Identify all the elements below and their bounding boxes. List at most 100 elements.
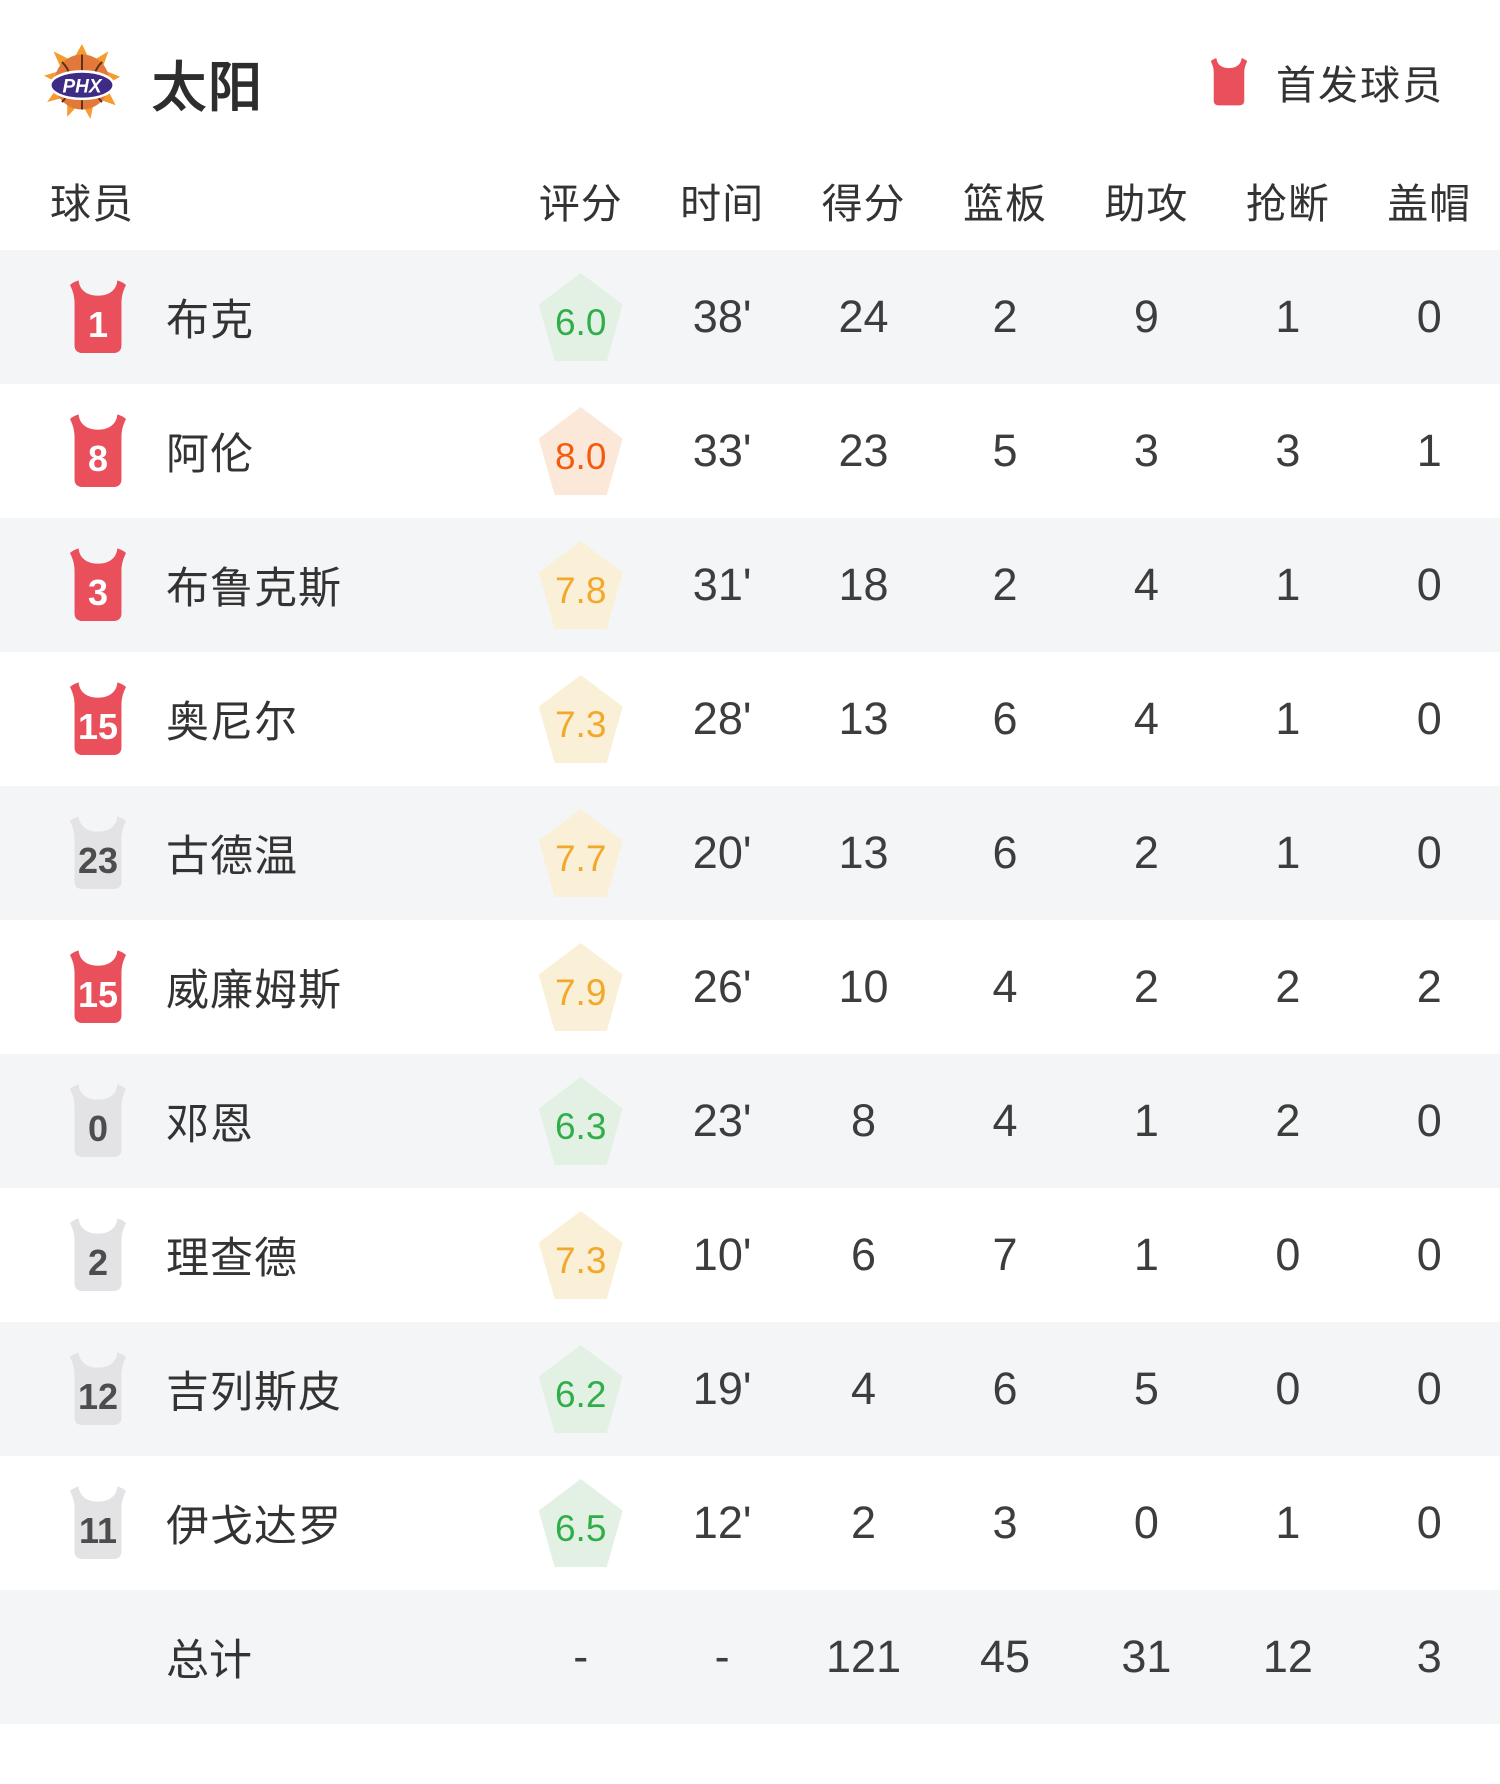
jersey-icon: 12 (70, 1352, 126, 1425)
player-cell: 2 理查德 (0, 1215, 510, 1295)
stat-assists: 1 (1133, 1095, 1159, 1146)
player-name: 吉列斯皮 (166, 1369, 342, 1417)
rating-badge: 6.0 (538, 273, 623, 361)
column-header-time: 时间 (680, 181, 765, 227)
stat-assists: 5 (1133, 1363, 1159, 1414)
stat-blocks: 0 (1416, 559, 1442, 610)
player-row[interactable]: 1 布克 6.0 38' 24 2 9 1 0 (0, 250, 1500, 384)
table-header-row: 球员 评分 时间 得分 篮板 助攻 抢断 盖帽 (0, 150, 1500, 250)
player-cell: 15 威廉姆斯 (0, 947, 510, 1027)
stat-steals: 1 (1275, 559, 1301, 610)
jersey-number: 12 (78, 1376, 118, 1417)
player-row[interactable]: 8 阿伦 8.0 33' 23 5 3 3 1 (0, 384, 1500, 518)
stat-steals: 1 (1275, 827, 1301, 878)
jersey-number: 8 (88, 438, 108, 479)
total-rebounds: 45 (979, 1631, 1031, 1682)
player-row[interactable]: 12 吉列斯皮 6.2 19' 4 6 5 0 0 (0, 1322, 1500, 1456)
stat-assists: 2 (1133, 961, 1159, 1012)
column-header-assists: 助攻 (1104, 181, 1189, 227)
player-row[interactable]: 0 邓恩 6.3 23' 8 4 1 2 0 (0, 1054, 1500, 1188)
stat-assists: 2 (1133, 827, 1159, 878)
stat-blocks: 0 (1416, 1229, 1442, 1280)
stat-points: 13 (838, 693, 889, 744)
stat-points: 2 (851, 1497, 877, 1548)
player-cell: 15 奥尼尔 (0, 679, 510, 759)
jersey-number: 11 (79, 1510, 117, 1551)
rating-cell: 7.8 (510, 541, 651, 629)
player-row[interactable]: 2 理查德 7.3 10' 6 7 1 0 0 (0, 1188, 1500, 1322)
stat-blocks: 0 (1416, 827, 1442, 878)
jersey-number: 3 (88, 572, 108, 613)
player-row[interactable]: 3 布鲁克斯 7.8 31' 18 2 4 1 0 (0, 518, 1500, 652)
stat-steals: 1 (1275, 291, 1301, 342)
stat-assists: 4 (1133, 693, 1159, 744)
stat-blocks: 2 (1416, 961, 1442, 1012)
player-cell: 11 伊戈达罗 (0, 1483, 510, 1563)
stat-assists: 4 (1133, 559, 1159, 610)
stat-assists: 9 (1133, 291, 1159, 342)
stat-points: 18 (838, 559, 889, 610)
rating-badge: 8.0 (538, 407, 623, 495)
stat-rebounds: 5 (992, 425, 1018, 476)
stat-steals: 3 (1275, 425, 1301, 476)
suns-boxscore-page: PHX 太阳 首发球员 球员 评分 时间 得分 篮板 助攻 抢断 盖帽 1 布克 (0, 44, 1500, 1724)
stat-rebounds: 6 (992, 827, 1018, 878)
player-rows: 1 布克 6.0 38' 24 2 9 1 0 8 阿伦 8.0 33' 23 … (0, 250, 1500, 1590)
stat-points: 23 (838, 425, 889, 476)
team-logo-icon: PHX (44, 44, 120, 119)
player-row[interactable]: 15 奥尼尔 7.3 28' 13 6 4 1 0 (0, 652, 1500, 786)
stat-assists: 0 (1133, 1497, 1159, 1548)
jersey-number: 1 (88, 304, 108, 345)
player-row[interactable]: 15 威廉姆斯 7.9 26' 10 4 2 2 2 (0, 920, 1500, 1054)
stat-time: 20' (692, 827, 752, 878)
stat-time: 10' (692, 1229, 752, 1280)
player-cell: 0 邓恩 (0, 1081, 510, 1161)
rating-badge: 6.5 (538, 1479, 623, 1567)
total-label: 总计 (166, 1637, 252, 1685)
stat-assists: 1 (1133, 1229, 1159, 1280)
jersey-icon: 2 (70, 1218, 126, 1291)
rating-badge: 7.9 (538, 943, 623, 1031)
rating-cell: 7.3 (510, 1211, 651, 1299)
rating-cell: 6.0 (510, 273, 651, 361)
stat-steals: 0 (1275, 1363, 1301, 1414)
jersey-icon: 1 (70, 280, 126, 353)
total-points: 121 (826, 1631, 902, 1682)
jersey-icon: 15 (70, 682, 126, 755)
total-rating: - (573, 1631, 589, 1682)
stat-time: 23' (692, 1095, 752, 1146)
stat-time: 33' (692, 425, 752, 476)
total-steals: 12 (1262, 1631, 1313, 1682)
player-name: 奥尼尔 (166, 699, 298, 747)
rating-cell: 6.3 (510, 1077, 651, 1165)
rating-cell: 6.5 (510, 1479, 651, 1567)
rating-cell: 6.2 (510, 1345, 651, 1433)
player-row[interactable]: 23 古德温 7.7 20' 13 6 2 1 0 (0, 786, 1500, 920)
stat-steals: 2 (1275, 961, 1301, 1012)
jersey-number: 15 (78, 706, 118, 747)
starter-jersey-icon (1210, 58, 1248, 106)
player-row[interactable]: 11 伊戈达罗 6.5 12' 2 3 0 1 0 (0, 1456, 1500, 1590)
stat-blocks: 0 (1416, 1363, 1442, 1414)
rating-cell: 7.7 (510, 809, 651, 897)
player-cell: 12 吉列斯皮 (0, 1349, 510, 1429)
starter-legend-label: 首发球员 (1276, 64, 1444, 108)
column-header-rating: 评分 (538, 181, 623, 227)
rating-cell: 7.3 (510, 675, 651, 763)
stat-blocks: 0 (1416, 1497, 1442, 1548)
rating-badge: 6.3 (538, 1077, 623, 1165)
stat-rebounds: 2 (992, 559, 1018, 610)
stat-rebounds: 7 (992, 1229, 1018, 1280)
stat-time: 28' (692, 693, 752, 744)
column-header-blocks: 盖帽 (1387, 181, 1472, 227)
rating-badge: 7.7 (538, 809, 623, 897)
stat-rebounds: 2 (992, 291, 1018, 342)
stat-time: 38' (692, 291, 752, 342)
jersey-number: 0 (88, 1108, 108, 1149)
jersey-icon: 8 (70, 414, 126, 487)
stat-time: 26' (692, 961, 752, 1012)
stat-rebounds: 6 (992, 1363, 1018, 1414)
stat-blocks: 1 (1416, 425, 1442, 476)
stat-steals: 1 (1275, 1497, 1301, 1548)
stat-points: 8 (851, 1095, 877, 1146)
